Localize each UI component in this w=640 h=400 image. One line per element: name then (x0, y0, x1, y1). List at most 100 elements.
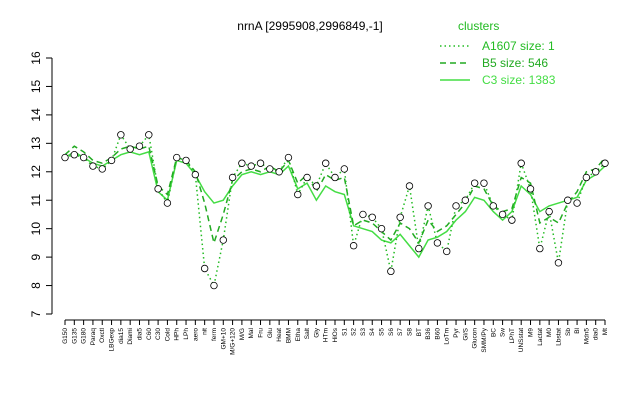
x-tick-label: ferm (211, 328, 218, 341)
x-tick-label: S3 (360, 328, 367, 336)
data-point (247, 162, 255, 170)
x-tick-label: M0 (546, 328, 553, 337)
y-tick-label: 14 (29, 108, 43, 122)
x-tick-label: Mal (248, 327, 255, 338)
data-point (163, 199, 172, 207)
x-tick-label: Bl (574, 327, 581, 333)
data-point (284, 153, 293, 162)
data-point (219, 236, 227, 244)
data-point (452, 202, 460, 210)
x-tick-label: HPh (174, 328, 181, 341)
series-line (64, 150, 606, 259)
data-point (470, 179, 479, 187)
data-point (117, 131, 125, 139)
x-tick-label: dia0 (593, 328, 600, 341)
data-point (508, 216, 516, 224)
data-point (70, 151, 79, 159)
data-point (266, 165, 274, 173)
chart-title: nrnA [2995908,2996849,-1] (237, 19, 382, 33)
legend-title: clusters (458, 19, 499, 33)
x-tick-label: C60 (146, 328, 153, 340)
data-point (480, 179, 488, 187)
data-point (424, 202, 432, 210)
x-tick-label: Cold (164, 328, 171, 342)
x-tick-label: Lbstat (555, 328, 562, 346)
x-tick-label: M/G+120 (230, 328, 237, 355)
x-tick-label: dia15 (118, 328, 125, 344)
data-point (98, 165, 106, 173)
y-tick-label: 8 (29, 282, 43, 289)
data-point (554, 259, 563, 267)
data-point (405, 182, 414, 190)
x-tick-label: LPhT (509, 328, 516, 344)
x-tick-label: Fru (258, 328, 265, 338)
legend-label: A1607 size: 1 (482, 39, 555, 53)
x-tick-label: Mt (602, 328, 609, 335)
data-point (517, 159, 525, 167)
data-point (173, 153, 181, 162)
data-point (312, 182, 321, 190)
x-tick-label: Diami (127, 328, 134, 345)
data-point (489, 202, 497, 210)
data-point (359, 210, 367, 219)
data-point (443, 247, 451, 256)
x-tick-label: Oxctl (99, 327, 106, 342)
data-point (61, 153, 69, 162)
data-point (461, 196, 470, 204)
y-tick-label: 9 (29, 253, 43, 260)
x-tick-label: S6 (388, 328, 395, 336)
data-point (154, 185, 162, 193)
x-tick-label: LBGexp (109, 328, 116, 352)
x-tick-label: Salt (304, 328, 311, 339)
series-line (64, 145, 606, 246)
x-tick-label: Heat (276, 328, 283, 342)
x-tick-label: S8 (406, 328, 413, 336)
data-point (387, 267, 395, 276)
data-point (349, 242, 358, 250)
x-tick-label: Sw (500, 328, 507, 337)
x-tick-label: Mdn5 (583, 328, 590, 345)
x-tick-label: Glu (267, 328, 274, 339)
series-line (64, 133, 606, 288)
x-tick-label: aero (192, 328, 199, 341)
data-point (294, 190, 302, 199)
y-tick-label: 13 (29, 136, 43, 150)
data-point (498, 210, 507, 219)
data-point (303, 173, 311, 182)
y-tick-label: 11 (29, 194, 43, 207)
data-point (415, 244, 423, 253)
x-tick-label: Gl/S (462, 327, 469, 340)
y-tick-label: 10 (29, 222, 43, 236)
data-point (331, 173, 339, 182)
data-point (145, 131, 153, 139)
x-tick-label: S5 (379, 328, 386, 336)
x-tick-label: M9 (528, 328, 535, 337)
data-point (545, 207, 553, 216)
x-tick-label: BMM (285, 328, 292, 343)
data-point (321, 159, 330, 167)
x-tick-label: B60 (434, 328, 441, 340)
data-point (377, 224, 386, 233)
data-point (210, 281, 218, 290)
x-tick-label: G180 (81, 328, 88, 344)
data-point (564, 196, 572, 204)
data-point (126, 145, 134, 153)
x-tick-label: B36 (425, 328, 432, 340)
x-tick-label: M/G (239, 328, 246, 340)
data-point (135, 142, 144, 150)
y-tick-label: 12 (29, 165, 43, 179)
x-tick-label: S2 (351, 328, 358, 336)
data-point (433, 239, 442, 247)
data-point (601, 159, 609, 167)
x-tick-label: dia5 (136, 328, 143, 341)
x-tick-label: Pyr (453, 327, 460, 338)
legend-label: B5 size: 546 (482, 56, 548, 70)
data-point (526, 185, 535, 193)
x-tick-label: S7 (397, 328, 404, 336)
x-tick-label: HTm (323, 328, 330, 342)
x-tick-label: LoTm (444, 328, 451, 345)
x-tick-label: BC (490, 328, 497, 337)
x-tick-label: SMM/Py (481, 327, 488, 352)
